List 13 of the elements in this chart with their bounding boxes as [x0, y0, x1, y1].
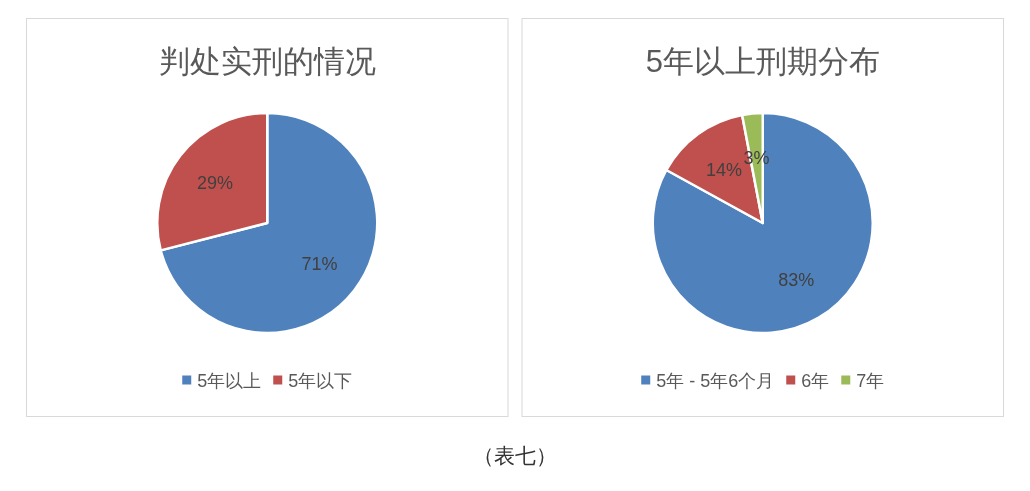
- legend-label: 5年以上: [197, 370, 262, 391]
- legend-label: 6年: [801, 370, 830, 391]
- data-label: 14%: [705, 160, 742, 181]
- legend-label: 7年: [856, 370, 885, 391]
- data-label: 29%: [197, 173, 234, 194]
- data-label: 3%: [743, 147, 770, 168]
- data-label: 71%: [301, 253, 338, 274]
- legend-label: 5年 - 5年6个月: [656, 370, 775, 391]
- legend-label: 5年以下: [288, 370, 353, 391]
- chart-title: 判处实刑的情况: [158, 44, 376, 79]
- data-label: 83%: [778, 270, 815, 291]
- text: （表七）: [473, 444, 557, 468]
- chart-title: 5年以上刑期分布: [645, 44, 880, 79]
